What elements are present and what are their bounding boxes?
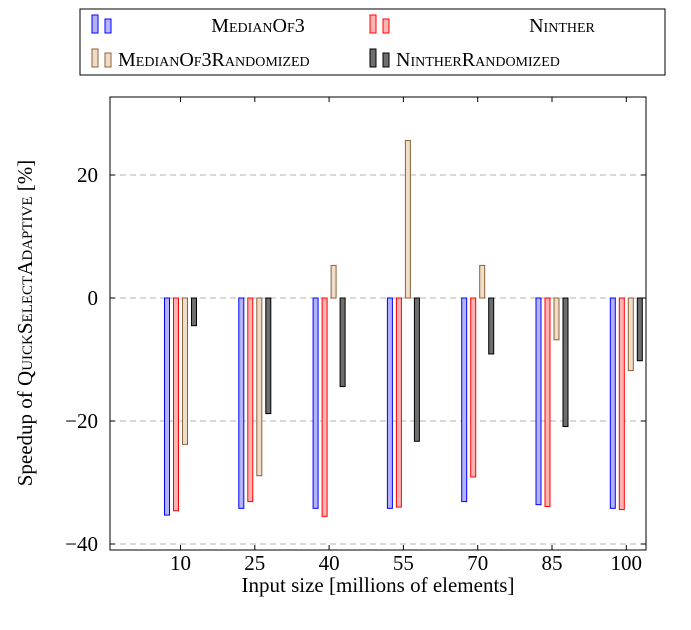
bar [191, 297, 197, 327]
legend-swatch [91, 14, 99, 34]
bar [479, 264, 486, 299]
bar [461, 297, 468, 503]
bar [627, 297, 634, 372]
bar [636, 297, 643, 362]
x-tick-label: 40 [319, 551, 340, 575]
bar [553, 297, 560, 341]
bar [609, 297, 616, 509]
bar [404, 140, 411, 299]
axis-ticks [110, 97, 646, 550]
x-axis-tick-labels: 10 25 40 55 70 85 100 [170, 551, 642, 575]
bar [182, 297, 188, 445]
bar [164, 297, 170, 516]
bar [395, 297, 402, 508]
y-axis-label: Speedup of QuickSelectAdaptive [%] [13, 160, 37, 487]
bar [535, 297, 542, 506]
legend-swatch [369, 48, 377, 68]
legend-swatch [369, 14, 377, 34]
x-tick-label: 25 [244, 551, 265, 575]
bar [386, 297, 393, 509]
bar [265, 297, 272, 415]
legend-label: Ninther [529, 15, 595, 37]
bar [618, 297, 625, 511]
bar [488, 297, 495, 355]
x-tick-label: 55 [393, 551, 414, 575]
bar [339, 297, 346, 388]
legend: MedianOf3 Ninther MedianOf3Randomized Ninth… [79, 8, 666, 76]
plot-area [109, 96, 647, 551]
bar [470, 297, 477, 478]
y-tick-label: 0 [88, 286, 99, 310]
legend-swatch [91, 48, 99, 68]
bar [247, 297, 254, 503]
legend-swatch [104, 18, 112, 34]
bar [544, 297, 551, 507]
bar [321, 297, 328, 517]
legend-swatch [104, 52, 112, 68]
legend-label: MedianOf3 [211, 15, 305, 37]
y-tick-label: −20 [65, 409, 98, 433]
bar [413, 297, 420, 442]
y-tick-label: −40 [65, 532, 98, 556]
bar [562, 297, 569, 428]
y-axis-tick-labels: 20 0 −20 −40 [65, 163, 98, 556]
x-tick-label: 10 [170, 551, 191, 575]
bars [164, 140, 643, 517]
legend-label: NintherRandomized [396, 49, 560, 71]
x-tick-label: 85 [542, 551, 563, 575]
bar [173, 297, 179, 512]
bar [238, 297, 245, 509]
legend-label: MedianOf3Randomized [118, 49, 310, 71]
bar [312, 297, 319, 509]
x-tick-label: 100 [611, 551, 643, 575]
legend-swatch [382, 18, 390, 34]
y-tick-label: 20 [77, 163, 98, 187]
bar [256, 297, 263, 477]
bar [330, 264, 337, 299]
x-axis-label: Input size [millions of elements] [242, 573, 515, 597]
legend-swatch [382, 52, 390, 68]
x-tick-label: 70 [467, 551, 488, 575]
